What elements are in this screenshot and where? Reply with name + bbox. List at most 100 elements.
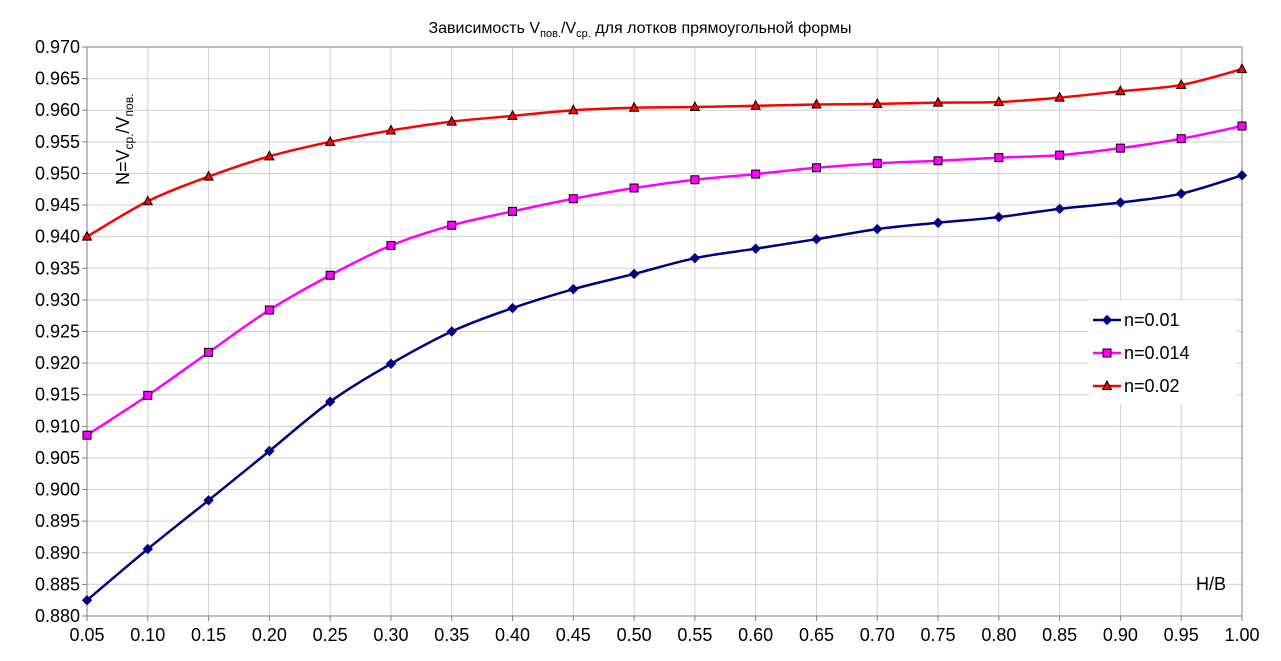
y-axis-label: N=Vср./Vпов. (113, 94, 136, 185)
data-point (204, 347, 214, 357)
x-tick-label: 0.60 (738, 625, 773, 645)
y-tick-label: 0.885 (35, 574, 80, 594)
title-sub1: пов. (540, 28, 561, 40)
data-point (386, 241, 396, 251)
series-2 (81, 63, 1248, 241)
data-point (264, 305, 274, 315)
x-axis-ticks: 0.05 0.10 0.15 0.20 0.25 0.30 0.35 0.40 0.45 0.50… (69, 616, 1260, 645)
data-point (811, 163, 821, 173)
series-0 (81, 170, 1248, 606)
data-point (1115, 85, 1126, 96)
legend-label: n=0.02 (1124, 376, 1180, 396)
data-point (324, 396, 336, 407)
x-tick-label: 0.70 (860, 625, 895, 645)
data-point (690, 175, 700, 185)
series-1 (82, 121, 1247, 440)
y-axis-ticks: 0.970 0.965 0.960 0.955 0.950 0.945 0.940 0.935… (35, 37, 87, 626)
y-tick-label: 0.945 (35, 195, 80, 215)
x-tick-label: 0.75 (921, 625, 956, 645)
x-tick-label: 0.40 (495, 625, 530, 645)
ylabel-mid: /V (113, 116, 133, 133)
legend-item: n=0.01 (1093, 310, 1180, 330)
chart-title: Зависимость Vпов./Vср. для лотков прямоу… (428, 20, 851, 40)
data-point (1054, 91, 1065, 102)
y-tick-label: 0.915 (35, 385, 80, 405)
data-point (689, 252, 701, 264)
data-point (142, 543, 153, 555)
data-point (993, 95, 1005, 107)
title-prefix: Зависимость V (428, 20, 540, 37)
x-tick-label: 0.05 (69, 625, 104, 645)
x-tick-label: 0.25 (313, 625, 348, 645)
legend-marker (1102, 348, 1112, 358)
data-point (1236, 63, 1248, 74)
y-tick-label: 0.905 (35, 448, 80, 468)
legend-item: n=0.014 (1093, 343, 1190, 363)
data-point (994, 153, 1004, 163)
data-point (385, 124, 397, 135)
data-point (81, 230, 93, 241)
series-layer (81, 63, 1248, 606)
ylabel-sub2: пов. (122, 94, 136, 117)
data-point (933, 156, 943, 166)
x-tick-label: 0.45 (556, 625, 591, 645)
data-point (932, 96, 944, 107)
x-tick-label: 0.85 (1042, 625, 1077, 645)
data-point (872, 158, 882, 168)
data-point (446, 326, 457, 337)
data-point (750, 243, 761, 254)
y-tick-label: 0.900 (35, 480, 80, 500)
ylabel-sub1: ср. (122, 133, 136, 149)
data-point (1236, 170, 1248, 181)
data-point (1237, 121, 1247, 131)
data-point (1115, 197, 1126, 208)
data-point (447, 220, 457, 230)
y-tick-label: 0.890 (35, 543, 80, 563)
data-point (932, 217, 944, 228)
data-point (508, 206, 518, 216)
data-point (325, 270, 335, 280)
legend-marker (1101, 379, 1113, 390)
series-line (86, 124, 1243, 437)
title-suffix: для лотков прямоугольной формы (591, 20, 852, 37)
series-line (86, 67, 1243, 238)
y-tick-label: 0.910 (35, 416, 80, 436)
y-tick-label: 0.960 (35, 100, 80, 120)
x-tick-label: 0.15 (191, 625, 226, 645)
data-point (811, 233, 822, 245)
data-point (871, 97, 883, 108)
data-point (142, 195, 154, 206)
data-point (507, 302, 518, 314)
x-tick-label: 1.00 (1224, 625, 1259, 645)
data-point (629, 183, 639, 193)
x-tick-label: 0.30 (373, 625, 408, 645)
x-tick-label: 0.55 (677, 625, 712, 645)
y-tick-label: 0.880 (35, 606, 80, 626)
legend: n=0.01 n=0.014 n=0.02 (1088, 300, 1236, 404)
data-point (1176, 188, 1187, 199)
data-point (203, 495, 214, 506)
ylabel-prefix: N=V (113, 149, 133, 185)
data-point (1115, 143, 1125, 153)
y-tick-label: 0.935 (35, 258, 80, 278)
legend-label: n=0.01 (1124, 310, 1180, 330)
y-tick-label: 0.955 (35, 132, 80, 152)
data-point (81, 594, 93, 606)
x-tick-label: 0.20 (252, 625, 287, 645)
title-mid: /V (561, 20, 576, 37)
data-point (82, 430, 92, 440)
data-point (507, 109, 518, 120)
data-point (1176, 134, 1186, 144)
data-point (993, 211, 1005, 223)
x-tick-label: 0.50 (617, 625, 652, 645)
data-point (264, 150, 275, 161)
data-point (324, 135, 336, 146)
data-point (751, 169, 761, 179)
x-tick-label: 0.10 (130, 625, 165, 645)
data-point (143, 390, 153, 400)
x-tick-label: 0.35 (434, 625, 469, 645)
data-point (811, 98, 822, 109)
data-point (1175, 78, 1187, 89)
y-tick-label: 0.930 (35, 290, 80, 310)
